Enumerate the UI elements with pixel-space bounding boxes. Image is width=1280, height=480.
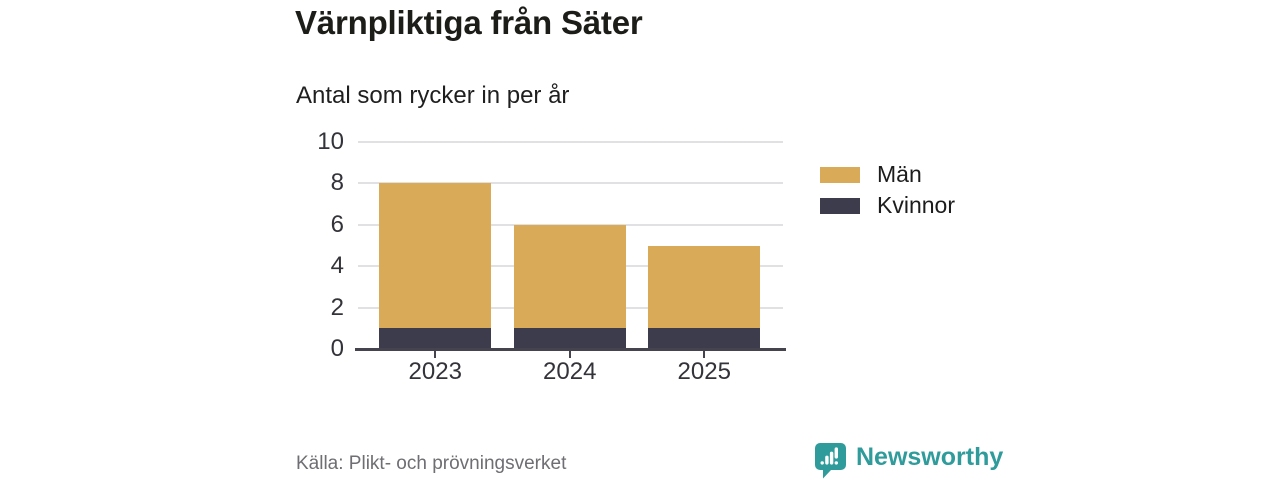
y-axis: 0 2 4 6 8 10 xyxy=(264,128,344,362)
x-tick xyxy=(568,351,571,358)
x-tick-label: 2024 xyxy=(543,358,597,385)
legend-swatch xyxy=(820,166,860,183)
x-tick xyxy=(703,351,706,358)
legend-swatch xyxy=(820,197,860,214)
bar-segment xyxy=(379,183,492,329)
chart-subtitle: Antal som rycker in per år xyxy=(296,82,570,109)
y-tick-label: 4 xyxy=(330,252,344,280)
y-tick-label: 6 xyxy=(330,210,344,238)
x-axis-line xyxy=(355,348,786,351)
bar-segment xyxy=(513,224,626,329)
bar-segment xyxy=(648,245,761,329)
newsworthy-icon xyxy=(815,443,846,479)
x-tick-label: 2023 xyxy=(408,358,462,385)
source-note: Källa: Plikt- och prövningsverket xyxy=(296,453,567,474)
legend-label: Män xyxy=(877,161,922,187)
x-tick-label: 2025 xyxy=(677,358,731,385)
legend-item: Män xyxy=(820,159,955,190)
legend-item: Kvinnor xyxy=(820,190,955,221)
bar-segment xyxy=(513,328,626,349)
y-tick-label: 2 xyxy=(330,293,344,321)
y-tick-label: 8 xyxy=(330,169,344,197)
x-axis: 2023 2024 2025 xyxy=(358,351,783,393)
newsworthy-logo: Newsworthy xyxy=(814,442,1003,479)
y-tick-label: 0 xyxy=(330,335,344,362)
legend: Män Kvinnor xyxy=(820,159,955,221)
legend-label: Kvinnor xyxy=(877,192,955,218)
y-tick-label: 10 xyxy=(317,128,344,155)
newsworthy-wordmark: Newsworthy xyxy=(856,443,1004,471)
bar-segment xyxy=(379,328,492,349)
chart-title: Värnpliktiga från Säter xyxy=(295,4,643,41)
bar-segment xyxy=(648,328,761,349)
gridline xyxy=(358,141,783,143)
plot-area xyxy=(355,141,786,351)
x-tick xyxy=(434,351,437,358)
gridline xyxy=(358,182,783,185)
